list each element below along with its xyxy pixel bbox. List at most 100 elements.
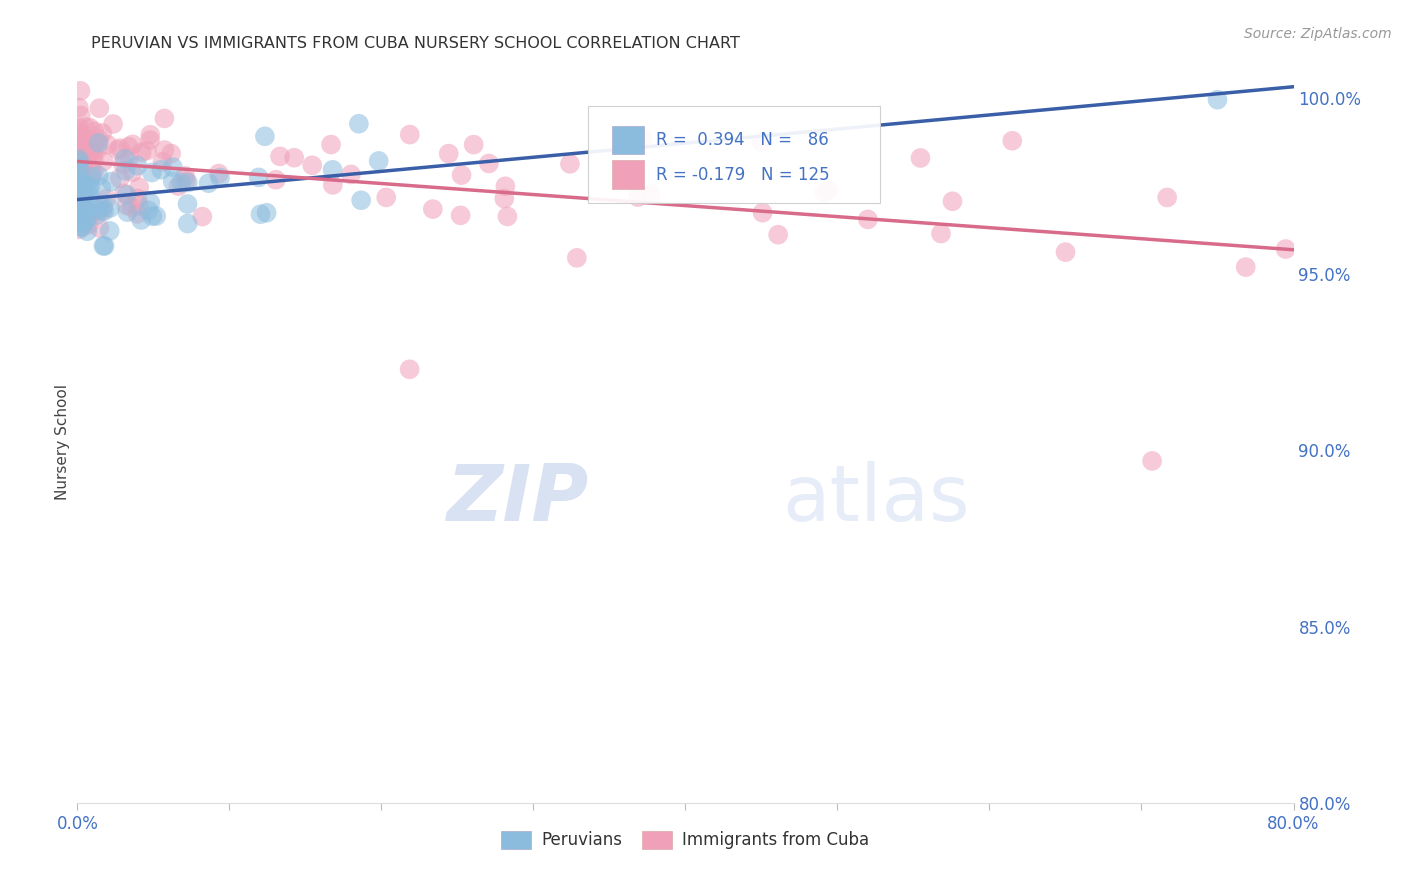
Text: Source: ZipAtlas.com: Source: ZipAtlas.com <box>1244 27 1392 41</box>
Point <box>115 187 138 202</box>
Point <box>77 187 100 202</box>
Point <box>89 220 111 235</box>
Point <box>139 128 162 142</box>
Point <box>77 180 100 194</box>
Point <box>128 199 150 213</box>
Point <box>73 189 96 203</box>
Point <box>70 184 93 198</box>
Point <box>117 139 139 153</box>
Point <box>70 132 93 146</box>
Point <box>191 210 214 224</box>
Point <box>450 208 472 222</box>
Point <box>1140 454 1163 468</box>
Point <box>67 177 90 191</box>
Point <box>75 120 97 134</box>
Point <box>67 187 90 202</box>
Point <box>97 137 120 152</box>
Point <box>72 159 94 173</box>
Point <box>249 207 271 221</box>
Point <box>152 154 174 169</box>
Point <box>79 120 101 135</box>
Point <box>69 187 91 202</box>
Point <box>67 127 90 141</box>
Point <box>76 224 98 238</box>
Point <box>1001 134 1024 148</box>
Point <box>558 157 581 171</box>
Point <box>398 362 420 376</box>
Point <box>67 192 90 206</box>
Point <box>80 169 103 183</box>
Point <box>450 168 472 182</box>
Point <box>813 186 835 200</box>
Point <box>115 198 138 212</box>
Point <box>67 189 90 203</box>
Point <box>367 153 389 168</box>
Point <box>1274 242 1296 256</box>
Point <box>67 191 90 205</box>
Point <box>101 117 124 131</box>
Point <box>70 152 93 166</box>
Point <box>89 101 111 115</box>
Point <box>253 129 276 144</box>
Point <box>129 213 152 227</box>
Point <box>67 181 90 195</box>
Point <box>93 239 115 253</box>
Point <box>83 146 105 161</box>
Point <box>153 112 176 126</box>
Point <box>375 190 398 204</box>
Point <box>1156 190 1178 204</box>
Point <box>69 84 91 98</box>
Point <box>70 220 93 235</box>
Point <box>153 143 176 157</box>
Point <box>167 179 190 194</box>
FancyBboxPatch shape <box>613 126 644 154</box>
Point <box>67 191 90 205</box>
Point <box>75 211 97 225</box>
Point <box>141 209 163 223</box>
Point <box>67 176 90 190</box>
Point <box>70 196 93 211</box>
Point <box>70 182 93 196</box>
Legend: Peruvians, Immigrants from Cuba: Peruvians, Immigrants from Cuba <box>495 824 876 856</box>
Point <box>87 197 110 211</box>
Point <box>75 198 97 212</box>
Point <box>69 184 91 198</box>
Point <box>98 201 121 215</box>
Point <box>80 142 103 156</box>
Point <box>67 175 90 189</box>
Point <box>67 194 90 208</box>
Point <box>929 227 952 241</box>
Point <box>83 165 105 179</box>
Point <box>70 127 93 141</box>
Point <box>751 135 773 149</box>
Point <box>79 146 101 161</box>
Point <box>67 137 90 152</box>
Point <box>751 205 773 219</box>
Point <box>127 191 149 205</box>
Point <box>67 177 90 191</box>
Point <box>69 184 91 198</box>
Point <box>76 150 98 164</box>
Point <box>766 227 789 242</box>
Point <box>112 186 135 201</box>
Point <box>247 170 270 185</box>
Point <box>67 156 90 170</box>
Point <box>340 168 363 182</box>
Point <box>69 191 91 205</box>
Point <box>67 140 90 154</box>
Point <box>208 167 231 181</box>
Point <box>70 193 93 207</box>
Point <box>70 202 93 217</box>
Point <box>98 224 121 238</box>
Point <box>127 207 149 221</box>
Point <box>174 174 197 188</box>
Point <box>910 151 932 165</box>
FancyBboxPatch shape <box>613 161 644 189</box>
Point <box>114 164 136 178</box>
Point <box>100 175 122 189</box>
Point <box>87 132 110 146</box>
Point <box>197 176 219 190</box>
Point <box>70 211 93 226</box>
Point <box>162 174 184 188</box>
Point <box>72 191 94 205</box>
